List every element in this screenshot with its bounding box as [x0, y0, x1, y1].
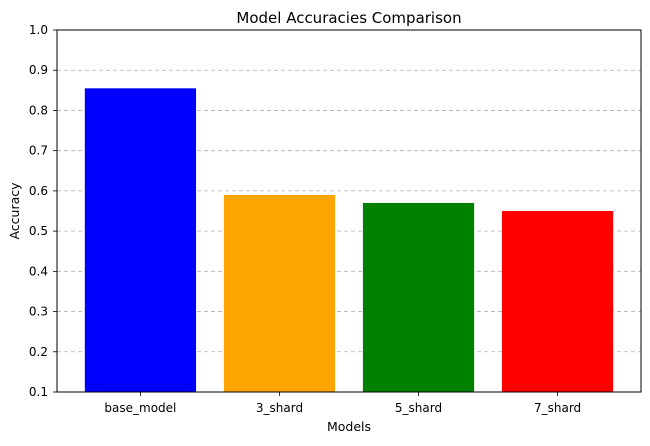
y-tick-label: 0.3	[29, 305, 48, 319]
y-tick-label: 0.1	[29, 385, 48, 399]
x-tick-label: 3_shard	[256, 401, 303, 415]
x-axis-ticks: base_model 3_shard 5_shard 7_shard	[104, 392, 581, 415]
y-tick-label: 0.2	[29, 345, 48, 359]
y-tick-label: 0.9	[29, 63, 48, 77]
bar-3_shard	[223, 194, 336, 392]
bar-5_shard	[362, 202, 475, 392]
y-tick-label: 1.0	[29, 23, 48, 37]
y-tick-label: 0.5	[29, 224, 48, 238]
bars	[84, 88, 614, 393]
x-tick-label: 5_shard	[395, 401, 442, 415]
x-axis-label: Models	[327, 419, 371, 434]
plot-frame	[56, 29, 642, 393]
y-axis-ticks: 0.1 0.2 0.3 0.4 0.5 0.6 0.7 0.8 0.9 1.0	[29, 23, 57, 399]
bar-7_shard	[501, 211, 614, 392]
x-tick-label: base_model	[104, 401, 176, 415]
y-tick-label: 0.4	[29, 264, 48, 278]
bar-base_model	[84, 88, 197, 393]
chart-title: Model Accuracies Comparison	[236, 9, 461, 27]
y-tick-label: 0.8	[29, 103, 48, 117]
y-tick-label: 0.6	[29, 184, 48, 198]
x-tick-label: 7_shard	[534, 401, 581, 415]
y-tick-label: 0.7	[29, 144, 48, 158]
y-axis-label: Accuracy	[7, 182, 22, 240]
